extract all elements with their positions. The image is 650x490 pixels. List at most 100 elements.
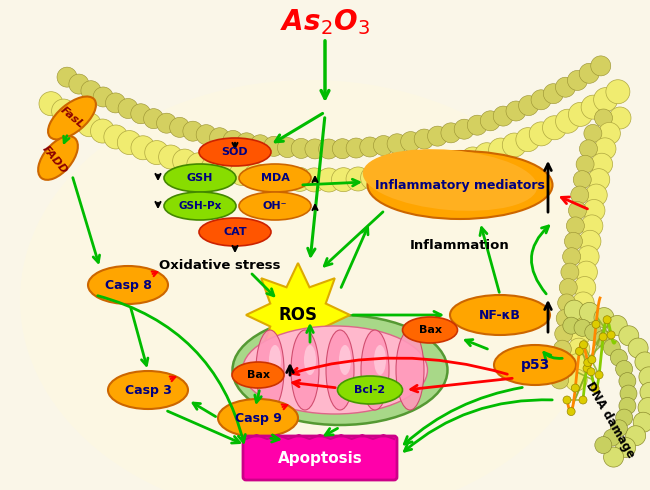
Ellipse shape bbox=[396, 330, 424, 410]
Circle shape bbox=[588, 356, 596, 364]
Circle shape bbox=[291, 139, 311, 158]
Ellipse shape bbox=[361, 330, 389, 410]
Circle shape bbox=[575, 261, 597, 283]
Circle shape bbox=[610, 420, 627, 437]
Circle shape bbox=[584, 359, 592, 367]
Circle shape bbox=[454, 119, 474, 139]
Text: Inflammatory mediators: Inflammatory mediators bbox=[375, 178, 545, 192]
Circle shape bbox=[264, 136, 284, 156]
Ellipse shape bbox=[88, 266, 168, 304]
Circle shape bbox=[599, 333, 607, 341]
Circle shape bbox=[619, 397, 636, 415]
Circle shape bbox=[215, 159, 239, 183]
Circle shape bbox=[595, 109, 612, 127]
Circle shape bbox=[118, 130, 141, 154]
Circle shape bbox=[569, 323, 592, 345]
Circle shape bbox=[543, 116, 567, 140]
Ellipse shape bbox=[164, 164, 236, 192]
Ellipse shape bbox=[402, 317, 458, 343]
Circle shape bbox=[592, 320, 600, 328]
Circle shape bbox=[159, 145, 183, 169]
Circle shape bbox=[556, 77, 575, 97]
Text: FADD: FADD bbox=[40, 144, 70, 176]
Text: MDA: MDA bbox=[261, 173, 289, 183]
Circle shape bbox=[39, 92, 63, 116]
Circle shape bbox=[556, 109, 580, 133]
Circle shape bbox=[595, 371, 603, 379]
Circle shape bbox=[360, 137, 380, 157]
Circle shape bbox=[573, 171, 592, 189]
Ellipse shape bbox=[291, 330, 319, 410]
Circle shape bbox=[606, 80, 630, 104]
Circle shape bbox=[145, 141, 169, 165]
Circle shape bbox=[579, 302, 599, 322]
Circle shape bbox=[428, 126, 448, 146]
Circle shape bbox=[567, 354, 588, 376]
Circle shape bbox=[493, 106, 514, 126]
Circle shape bbox=[144, 109, 164, 129]
Circle shape bbox=[209, 128, 229, 147]
Circle shape bbox=[616, 409, 632, 426]
Circle shape bbox=[593, 88, 618, 112]
Text: Bax: Bax bbox=[246, 370, 270, 380]
Circle shape bbox=[603, 429, 621, 446]
Circle shape bbox=[361, 166, 385, 190]
Circle shape bbox=[594, 138, 616, 160]
Circle shape bbox=[250, 135, 270, 155]
Circle shape bbox=[64, 106, 88, 130]
Circle shape bbox=[551, 371, 569, 389]
Circle shape bbox=[131, 104, 151, 124]
Circle shape bbox=[317, 168, 341, 192]
Circle shape bbox=[346, 167, 370, 191]
Ellipse shape bbox=[233, 315, 447, 425]
Ellipse shape bbox=[256, 330, 284, 410]
Circle shape bbox=[603, 316, 611, 324]
Text: GSH-Px: GSH-Px bbox=[178, 201, 222, 211]
Text: As$_2$O$_3$: As$_2$O$_3$ bbox=[280, 7, 370, 37]
Circle shape bbox=[609, 107, 631, 129]
Circle shape bbox=[595, 330, 612, 347]
Circle shape bbox=[69, 74, 89, 94]
Circle shape bbox=[638, 397, 650, 417]
Circle shape bbox=[447, 151, 471, 175]
Circle shape bbox=[594, 308, 614, 328]
Circle shape bbox=[104, 125, 128, 149]
Circle shape bbox=[572, 292, 594, 314]
Circle shape bbox=[584, 124, 602, 143]
Circle shape bbox=[574, 319, 591, 336]
Circle shape bbox=[640, 382, 650, 402]
Circle shape bbox=[400, 132, 421, 151]
Circle shape bbox=[196, 124, 216, 145]
Circle shape bbox=[616, 361, 632, 377]
Text: Bax: Bax bbox=[419, 325, 441, 335]
Circle shape bbox=[183, 121, 203, 141]
Text: p53: p53 bbox=[521, 358, 550, 372]
Text: FasL: FasL bbox=[58, 105, 86, 131]
Circle shape bbox=[519, 96, 539, 116]
Text: Casp 9: Casp 9 bbox=[235, 412, 281, 424]
Circle shape bbox=[387, 134, 407, 154]
Circle shape bbox=[229, 161, 254, 185]
Circle shape bbox=[302, 168, 326, 192]
Ellipse shape bbox=[218, 399, 298, 437]
Circle shape bbox=[474, 143, 499, 167]
Circle shape bbox=[603, 339, 620, 356]
Circle shape bbox=[635, 352, 650, 372]
Circle shape bbox=[556, 309, 574, 327]
Circle shape bbox=[633, 412, 650, 432]
Text: NF-κB: NF-κB bbox=[479, 309, 521, 321]
Text: DNA damage: DNA damage bbox=[583, 380, 637, 461]
Circle shape bbox=[57, 67, 77, 87]
Circle shape bbox=[574, 276, 596, 298]
Circle shape bbox=[559, 278, 577, 296]
Ellipse shape bbox=[269, 345, 281, 375]
Ellipse shape bbox=[337, 376, 402, 404]
Circle shape bbox=[131, 136, 155, 160]
Circle shape bbox=[604, 447, 623, 467]
Text: Casp 3: Casp 3 bbox=[125, 384, 172, 396]
Circle shape bbox=[579, 63, 599, 83]
Circle shape bbox=[552, 356, 570, 373]
Ellipse shape bbox=[199, 138, 271, 166]
Circle shape bbox=[567, 408, 575, 416]
Circle shape bbox=[480, 111, 500, 131]
